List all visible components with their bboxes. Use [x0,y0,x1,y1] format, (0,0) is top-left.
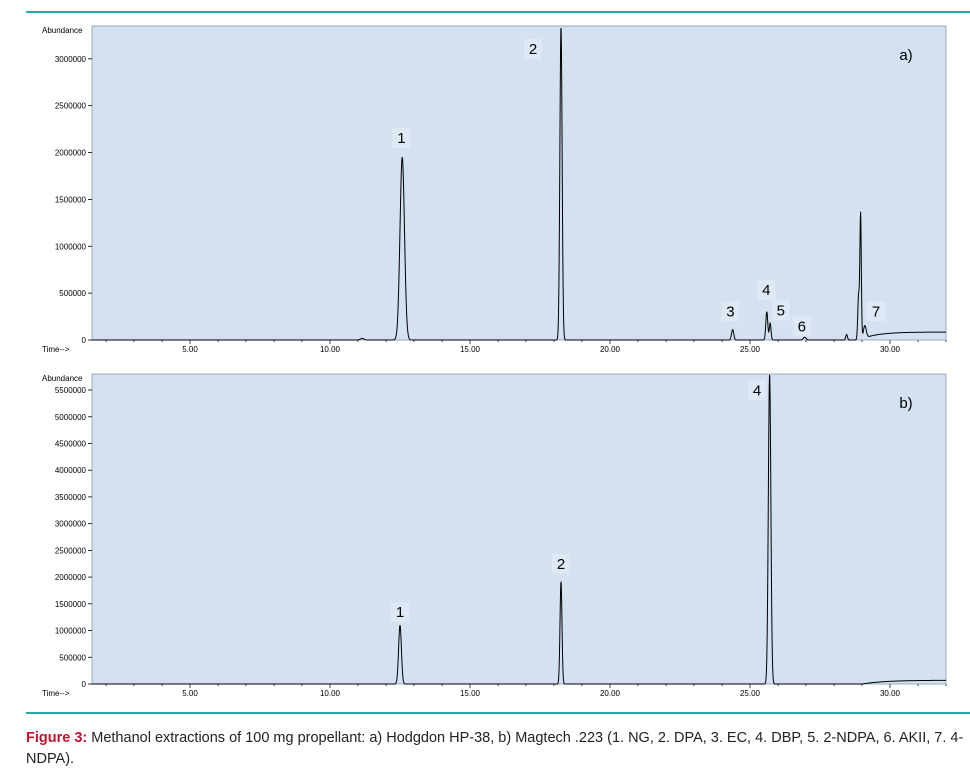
bottom-divider [26,712,970,714]
peak-label-box [391,602,409,623]
peak-label-box [748,380,766,401]
y-tick-label: 500000 [59,653,86,662]
x-tick-label: 15.00 [460,345,481,354]
y-tick-label: 1500000 [55,600,87,609]
plot-area [91,25,947,341]
y-axis-label: Abundance [42,26,83,35]
y-tick-label: 3000000 [55,520,87,529]
y-tick-label: 0 [82,336,87,345]
x-tick-label: 20.00 [600,689,621,698]
peak-label-box [392,128,411,149]
peak-label: 5 [777,303,785,320]
y-tick-label: 2500000 [55,546,87,555]
peak-label-box [867,301,885,322]
y-tick-label: 4500000 [55,439,87,448]
peak-label-box [524,39,542,60]
chromatogram-trace [92,27,946,341]
x-tick-label: 10.00 [320,345,341,354]
peak-label: 1 [397,130,405,147]
y-tick-label: 3000000 [55,55,87,64]
peak-label-box [792,316,811,337]
x-axis-label: Time--> [42,689,70,698]
x-tick-label: 25.00 [740,689,761,698]
y-tick-label: 5500000 [55,386,87,395]
peak-label: 7 [872,304,880,321]
y-tick-label: 4000000 [55,466,87,475]
y-tick-label: 5000000 [55,413,87,422]
y-tick-label: 0 [82,680,87,689]
x-tick-label: 10.00 [320,689,341,698]
caption-text: Methanol extractions of 100 mg propellan… [26,730,964,767]
peak-label-box [552,554,570,575]
x-tick-label: 5.00 [182,689,198,698]
top-divider [26,11,970,13]
peak-label: 4 [753,382,761,399]
peak-label-box [721,301,740,322]
y-tick-label: 3500000 [55,493,87,502]
figure-caption: Figure 3: Methanol extractions of 100 mg… [26,728,966,770]
peak-label: 3 [726,304,734,321]
x-tick-label: 30.00 [880,345,901,354]
peak-label-box [771,300,790,321]
x-tick-label: 30.00 [880,689,901,698]
x-tick-label: 25.00 [740,345,761,354]
x-tick-label: 20.00 [600,345,621,354]
x-tick-label: 5.00 [182,345,198,354]
y-tick-label: 1000000 [55,627,87,636]
y-tick-label: 2500000 [55,102,87,111]
chromatogram-panel-a: 0 500000 1000000 1500000 2000000 2500000 30000… [42,25,947,354]
chromatogram-figure: 0500000100000015000002000000250000030000… [42,25,947,698]
peak-label: 1 [396,604,404,621]
chromatogram-panel-b: 0 500000 1000000 1500000 2000000 2500000 30000… [42,373,947,698]
peak-label: 2 [557,556,565,573]
y-tick-label: 2000000 [55,149,87,158]
chromatogram-trace [92,374,946,685]
y-tick-label: 2000000 [55,573,87,582]
x-tick-label: 15.00 [460,689,481,698]
y-tick-label: 1000000 [55,242,87,251]
panel-label: a) [899,47,912,64]
y-tick-label: 500000 [59,289,86,298]
peak-label: 4 [762,282,770,299]
peak-label: 2 [529,41,537,58]
caption-label: Figure 3: [26,730,88,746]
x-axis-label: Time--> [42,345,70,354]
y-axis-label: Abundance [42,374,83,383]
panel-label: b) [899,395,912,412]
peak-label-box [757,280,776,301]
y-tick-label: 1500000 [55,195,87,204]
plot-area [91,373,947,685]
peak-label: 6 [798,319,806,336]
